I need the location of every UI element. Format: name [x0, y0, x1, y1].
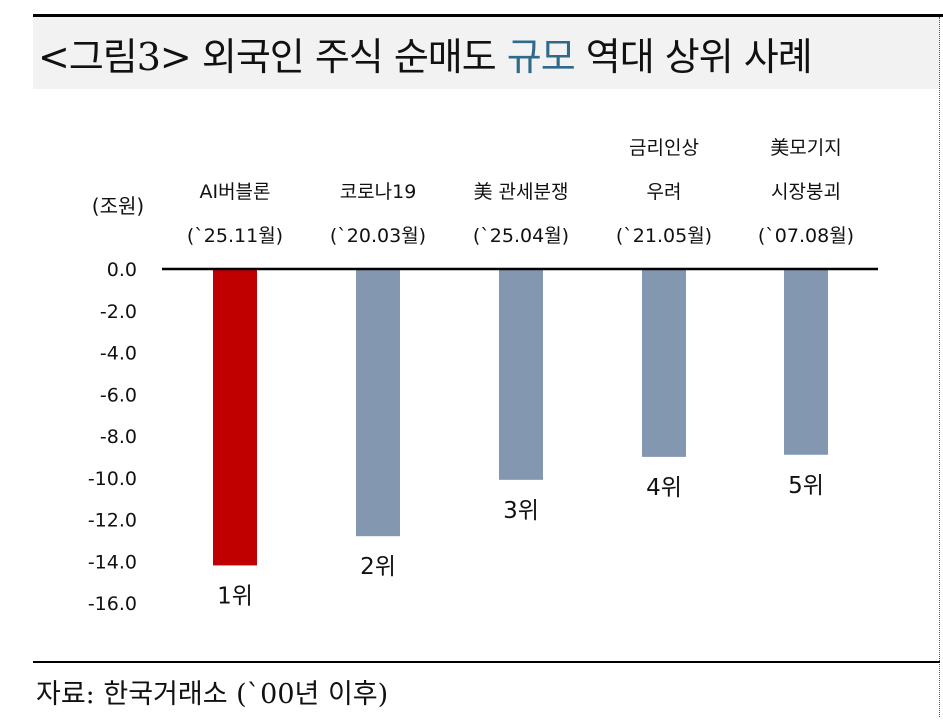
- category-label: 금리인상: [629, 137, 699, 159]
- figure-title: <그림3> 외국인 주식 순매도 규모 역대 상위 사례: [38, 26, 813, 81]
- category-label: 우려: [647, 181, 682, 203]
- bar: [642, 269, 686, 457]
- bar: [213, 269, 257, 566]
- title-top-rule: [33, 14, 943, 17]
- y-tick-label: -10.0: [88, 468, 137, 490]
- category-label: 美 관세분쟁: [474, 181, 569, 203]
- category-label: 코로나19: [340, 181, 417, 203]
- y-tick-label: -16.0: [88, 593, 137, 615]
- data-label: 4위: [646, 475, 682, 501]
- title-highlight: 규모: [506, 35, 576, 79]
- source-note: 자료: 한국거래소 (`00년 이후): [36, 679, 389, 710]
- title-bar: [33, 17, 940, 89]
- bar: [784, 269, 828, 455]
- category-label: (`25.04월): [473, 225, 569, 247]
- title-text: <그림3> 외국인 주식 순매도: [38, 35, 507, 79]
- category-label: (`07.08월): [758, 225, 854, 247]
- category-label: AI버블론: [199, 181, 270, 203]
- bar: [356, 269, 400, 537]
- right-border: [939, 17, 940, 717]
- source-rule: [33, 661, 940, 663]
- y-tick-label: -2.0: [100, 301, 137, 323]
- title-text-end: 역대 상위 사례: [574, 35, 813, 79]
- y-tick-label: -8.0: [100, 426, 137, 448]
- y-tick-label: 0.0: [107, 259, 137, 281]
- data-label: 3위: [503, 498, 539, 524]
- y-tick-label: -4.0: [100, 343, 137, 365]
- data-label: 5위: [788, 473, 824, 499]
- category-label: (`25.11월): [187, 225, 283, 247]
- y-tick-label: -6.0: [100, 384, 137, 406]
- bar: [499, 269, 543, 480]
- category-label: (`20.03월): [330, 225, 426, 247]
- y-tick-label: -12.0: [88, 510, 137, 532]
- category-label: 시장붕괴: [771, 181, 841, 203]
- data-label: 1위: [217, 583, 253, 609]
- category-label: 美모기지: [770, 137, 841, 159]
- data-label: 2위: [360, 554, 396, 580]
- category-label: (`21.05월): [616, 225, 712, 247]
- y-axis-unit: (조원): [92, 194, 144, 218]
- y-tick-label: -14.0: [88, 551, 137, 573]
